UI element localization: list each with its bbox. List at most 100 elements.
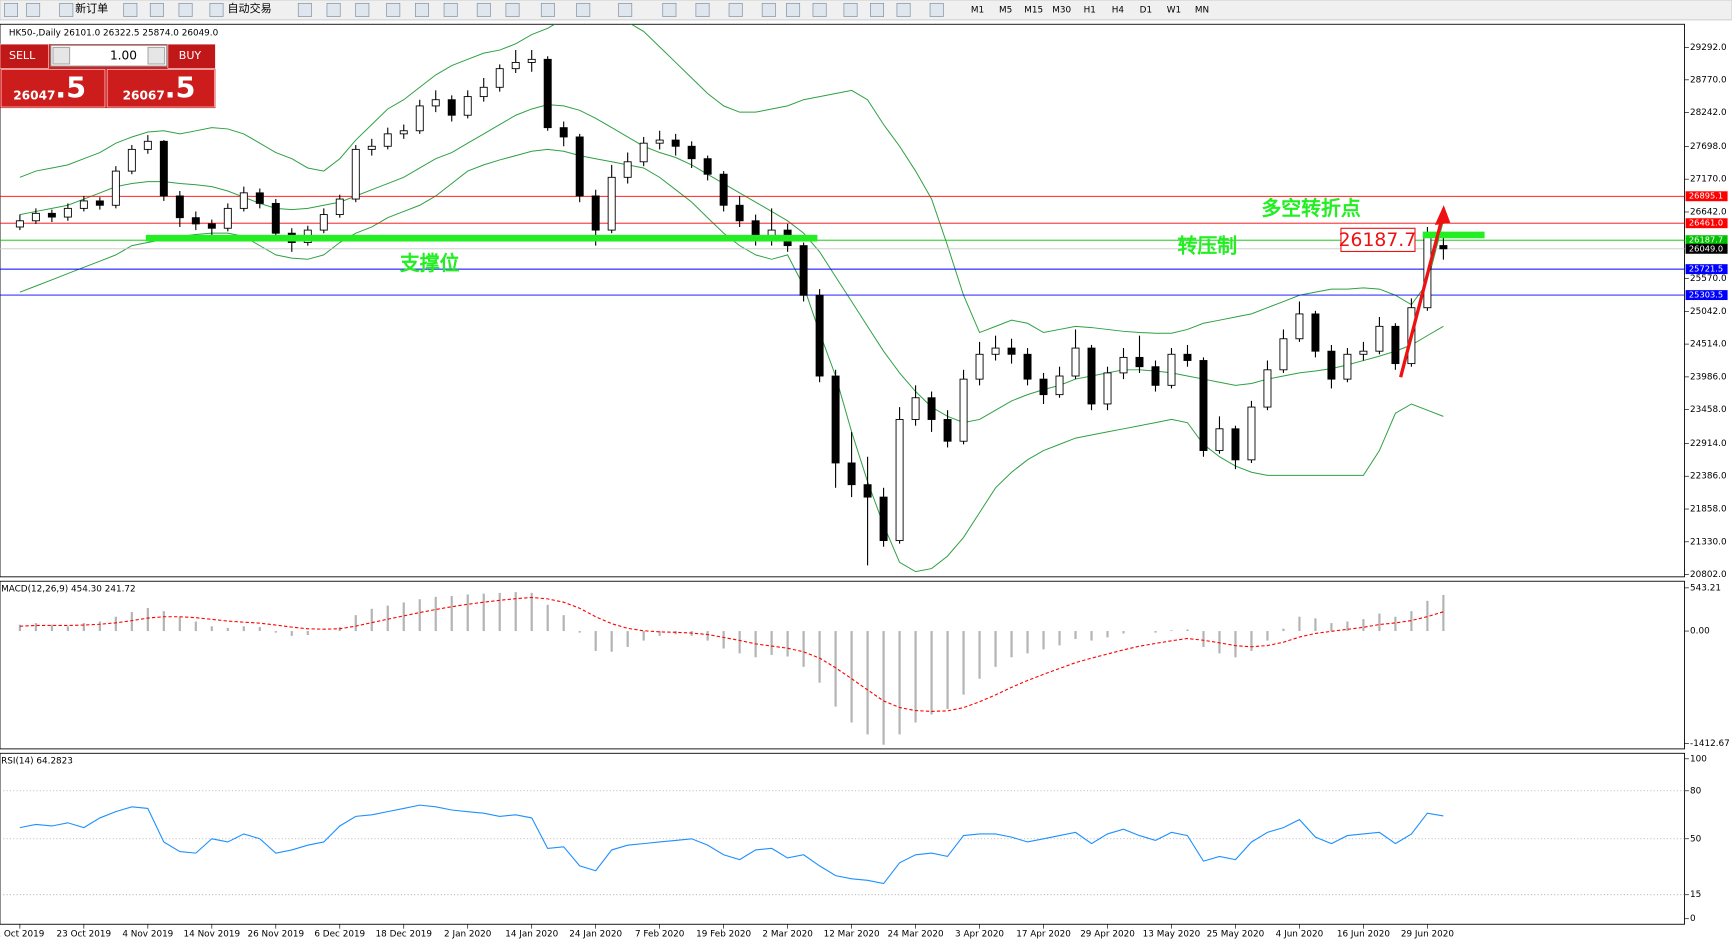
- macd-bar: [130, 611, 133, 632]
- lots-input[interactable]: [50, 44, 168, 67]
- timeframe-button[interactable]: W1: [1167, 5, 1181, 15]
- macd-bar: [610, 631, 613, 652]
- candle-body: [1295, 313, 1304, 340]
- lots-value[interactable]: 1.00: [110, 49, 137, 63]
- macd-bar: [1202, 631, 1205, 647]
- toolbar-icon[interactable]: [26, 2, 41, 17]
- lots-up[interactable]: [147, 46, 166, 65]
- sell-button[interactable]: [0, 43, 49, 69]
- toolbar-icon[interactable]: [59, 2, 74, 17]
- candle-body: [31, 212, 40, 222]
- timeframe-button[interactable]: M15: [1024, 5, 1043, 15]
- toolbar-icon[interactable]: [149, 2, 164, 17]
- candle-body: [127, 148, 136, 172]
- toolbar-icon[interactable]: [843, 2, 858, 17]
- buy-quote[interactable]: [106, 69, 215, 108]
- candle-body: [335, 198, 344, 216]
- sell-quote[interactable]: [0, 69, 106, 108]
- macd-bar: [1266, 631, 1269, 641]
- toolbar-icon[interactable]: [576, 2, 591, 17]
- candle-body: [1039, 378, 1048, 396]
- toolbar: [0, 0, 1732, 21]
- timeframe-button[interactable]: MN: [1195, 5, 1209, 15]
- trend-arrow: [1399, 215, 1445, 378]
- toolbar-icon[interactable]: [476, 2, 491, 17]
- toolbar-icon[interactable]: [662, 2, 677, 17]
- toolbar-icon[interactable]: [123, 2, 138, 17]
- buy-label[interactable]: BUY: [179, 49, 202, 62]
- candle-body: [863, 484, 872, 498]
- macd-bar: [882, 631, 885, 745]
- toolbar-icon[interactable]: [812, 2, 827, 17]
- timeframe-button[interactable]: H4: [1112, 5, 1125, 15]
- toolbar-icon[interactable]: [386, 2, 401, 17]
- y-tick-label: -1412.67: [1690, 739, 1730, 749]
- toolbar-icon[interactable]: [326, 2, 341, 17]
- candle-body: [1103, 372, 1112, 405]
- toolbar-icon[interactable]: [4, 2, 19, 17]
- toolbar-icon[interactable]: [414, 2, 429, 17]
- candle-body: [719, 173, 728, 206]
- timeframe-button[interactable]: D1: [1140, 5, 1152, 15]
- macd-bar: [834, 631, 837, 707]
- macd-bar: [66, 626, 69, 632]
- y-tick-label: 23986.0: [1690, 372, 1727, 382]
- price-level-box: [1685, 290, 1728, 301]
- macd-plot: [18, 592, 1445, 745]
- toolbar-icon[interactable]: [443, 2, 458, 17]
- macd-bar: [1010, 631, 1013, 658]
- toolbar-icon[interactable]: [178, 2, 193, 17]
- toolbar-icon[interactable]: [728, 2, 743, 17]
- toolbar-icon[interactable]: [209, 2, 224, 17]
- candle-body: [559, 127, 568, 138]
- macd-bar: [306, 631, 309, 636]
- x-tick-label: 25 May 2020: [1207, 930, 1265, 940]
- y-tick-label: 25042.0: [1690, 307, 1727, 317]
- x-tick-label: 17 Apr 2020: [1016, 930, 1071, 940]
- macd-title: MACD(12,26,9) 454.30 241.72: [1, 584, 136, 594]
- toolbar-button[interactable]: 新订单: [75, 1, 108, 15]
- candle-body: [191, 217, 200, 225]
- toolbar-icon[interactable]: [505, 2, 520, 17]
- lots-down[interactable]: [52, 46, 71, 65]
- timeframes: M1 M5 M15 M30 H1 H4 D1 W1 MN: [971, 5, 1209, 15]
- candle-body: [95, 200, 104, 206]
- timeframe-button[interactable]: H1: [1084, 5, 1096, 15]
- toolbar-icon[interactable]: [896, 2, 911, 17]
- candle-body: [463, 96, 472, 116]
- toolbar-icon[interactable]: [355, 2, 370, 17]
- toolbar-icon[interactable]: [786, 2, 801, 17]
- toolbar-button[interactable]: 自动交易: [228, 1, 272, 15]
- macd-bar: [1426, 600, 1429, 632]
- macd-bar: [962, 631, 965, 695]
- timeframe-button[interactable]: M30: [1052, 5, 1071, 15]
- toolbar-icon[interactable]: [929, 2, 944, 17]
- candle-body: [79, 200, 88, 209]
- x-tick-label: 16 Jun 2020: [1337, 930, 1391, 940]
- timeframe-button[interactable]: M5: [999, 5, 1012, 15]
- macd-bar: [98, 621, 101, 632]
- macd-bar: [498, 592, 501, 632]
- candle-body: [271, 202, 280, 234]
- sell-label[interactable]: SELL: [9, 49, 36, 62]
- timeframe-button[interactable]: M1: [971, 5, 984, 15]
- y-tick-label: 0: [1690, 914, 1696, 924]
- buy-button[interactable]: [167, 43, 216, 69]
- candle-body: [511, 62, 520, 70]
- candle-body: [1087, 347, 1096, 405]
- macd-bar: [1298, 616, 1301, 632]
- x-tick-label: 4 Nov 2019: [122, 930, 173, 940]
- x-tick-label: 12 Mar 2020: [824, 930, 880, 940]
- candle-body: [1311, 313, 1320, 352]
- toolbar-icon[interactable]: [618, 2, 633, 17]
- candle-body: [415, 105, 424, 132]
- toolbar-icon[interactable]: [695, 2, 710, 17]
- toolbar-icon[interactable]: [540, 2, 555, 17]
- toolbar-icon[interactable]: [761, 2, 776, 17]
- macd-bar: [1218, 631, 1221, 654]
- x-tick-label: 1 Oct 2019: [0, 930, 44, 940]
- macd-bar: [978, 631, 981, 679]
- x-tick-label: 18 Dec 2019: [376, 930, 432, 940]
- toolbar-icon[interactable]: [297, 2, 312, 17]
- toolbar-icon[interactable]: [870, 2, 885, 17]
